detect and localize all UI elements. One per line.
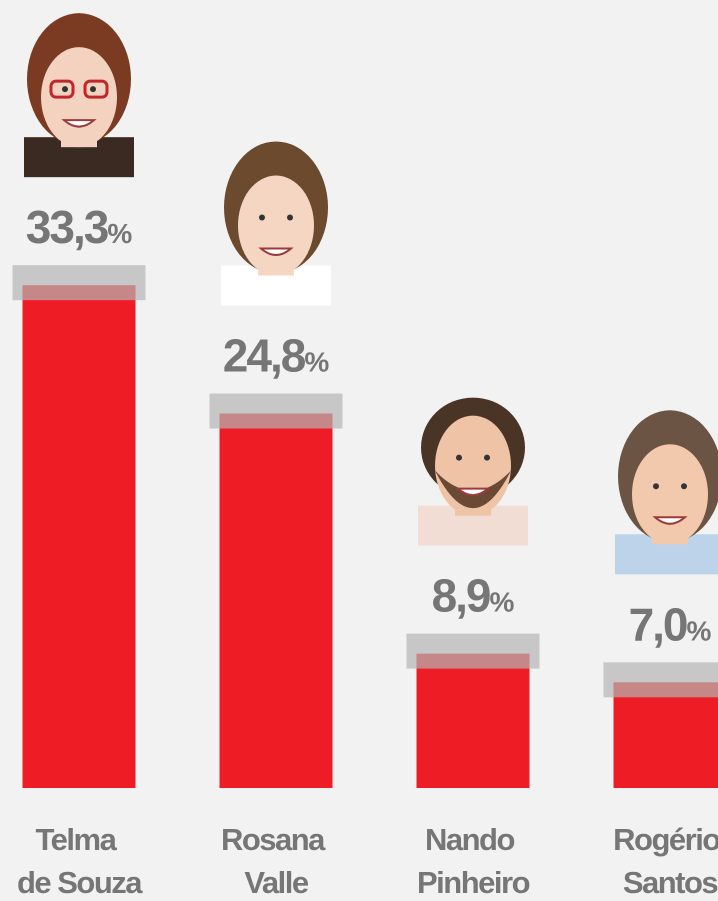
bar	[220, 414, 333, 788]
photo-eye	[653, 483, 659, 489]
photo-eye	[287, 215, 293, 221]
candidate-photo	[418, 398, 528, 546]
photo-head	[632, 444, 708, 544]
candidate-photo	[221, 142, 331, 306]
photo-eye	[484, 455, 490, 461]
bar	[614, 682, 718, 788]
photo-eye	[456, 455, 462, 461]
candidate-photo	[615, 410, 718, 574]
bar-cap	[407, 634, 540, 669]
chart: 33,3%Telma de Souza24,8%Rosana Valle8,9%…	[0, 0, 718, 901]
candidate-photo	[24, 13, 134, 177]
photo-eye	[259, 215, 265, 221]
bar	[417, 654, 530, 788]
bar-cap	[210, 394, 343, 429]
bar	[23, 285, 136, 788]
bar-cap	[604, 662, 718, 697]
bar-cap	[13, 265, 146, 300]
photo-eye	[90, 86, 96, 92]
photo-eye	[681, 483, 687, 489]
photo-eye	[62, 86, 68, 92]
photo-head	[238, 176, 314, 276]
